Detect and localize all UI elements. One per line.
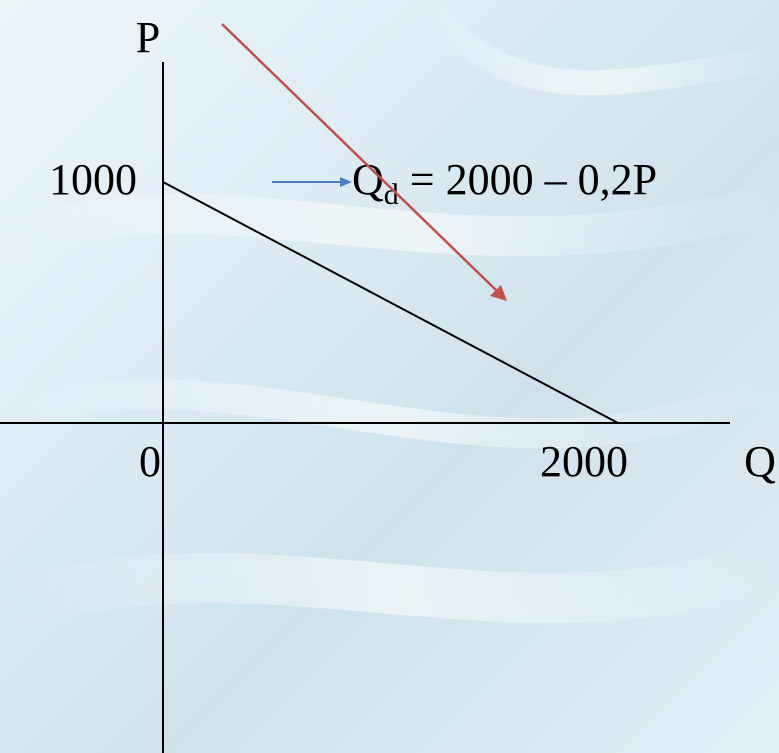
- equation-rest: = 2000 – 0,2P: [399, 155, 657, 204]
- y-axis-label: P: [136, 13, 160, 62]
- demand-equation: Qd = 2000 – 0,2P: [352, 155, 657, 211]
- blue-arrow: [272, 177, 352, 187]
- x-axis-label: Q: [744, 437, 776, 486]
- red-arrow: [221, 23, 507, 301]
- x-tick-label: 2000: [540, 437, 628, 486]
- equation-q: Q: [352, 155, 384, 204]
- demand-curve: [162, 181, 619, 424]
- origin-label: 0: [139, 437, 161, 486]
- y-tick-label: 1000: [49, 155, 137, 204]
